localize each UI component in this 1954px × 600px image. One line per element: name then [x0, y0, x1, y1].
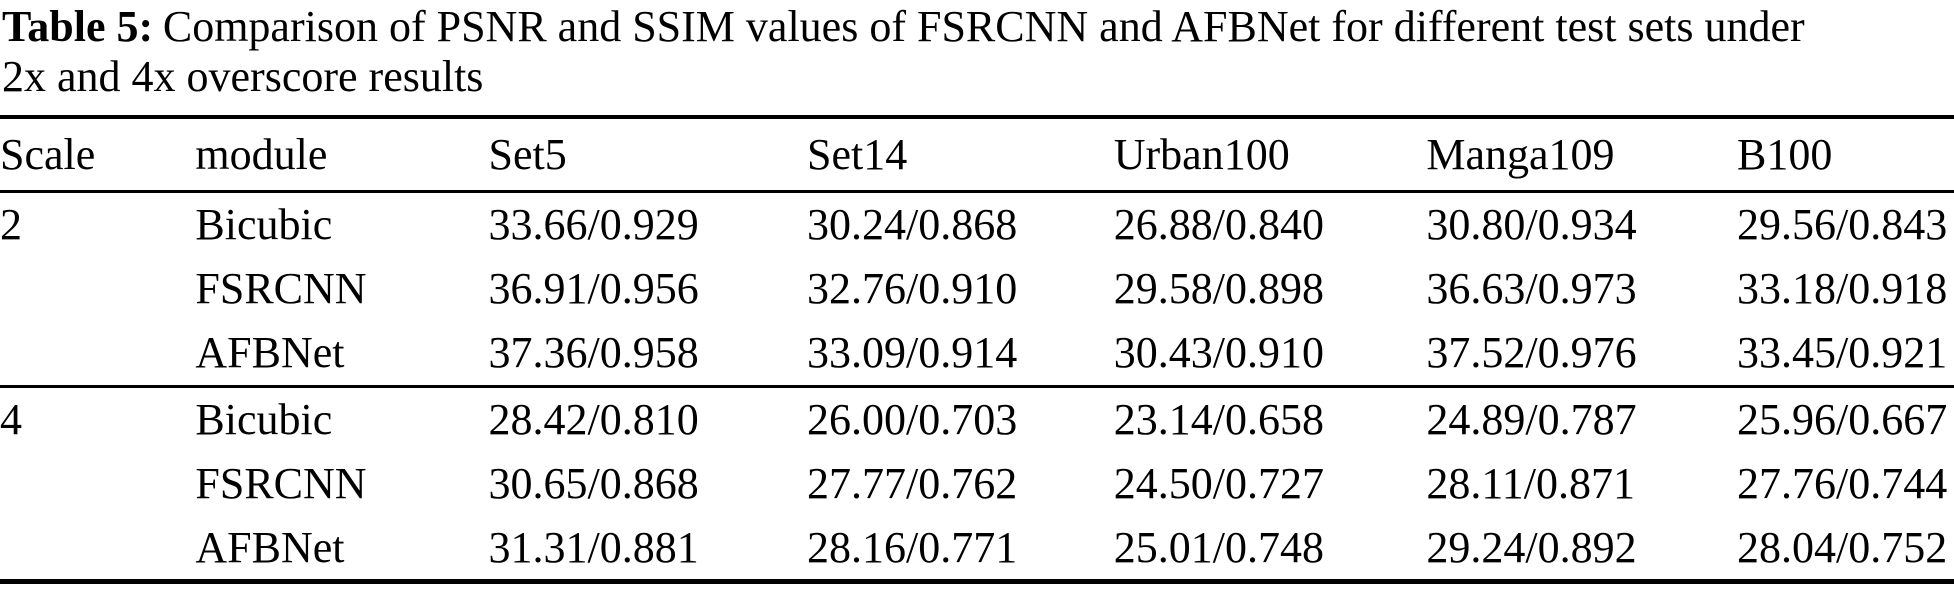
- value-cell: 37.52/0.976: [1426, 328, 1637, 378]
- value-cell: 27.76/0.744: [1737, 459, 1948, 508]
- table-row: 2 Bicubic 33.66/0.929 30.24/0.868 26.88/…: [0, 191, 1954, 256]
- table-caption-text-line2: 2x and 4x overscore results: [2, 52, 484, 101]
- scale-cell: 4: [0, 394, 22, 444]
- module-cell: AFBNet: [195, 328, 345, 378]
- value-cell: 26.00/0.703: [806, 394, 1018, 444]
- value-cell: 33.45/0.921: [1737, 328, 1948, 378]
- table-row: 4 Bicubic 28.42/0.810 26.00/0.703 23.14/…: [0, 386, 1954, 451]
- value-cell: 29.24/0.892: [1426, 522, 1637, 572]
- value-cell: 33.66/0.929: [488, 199, 699, 249]
- module-cell: FSRCNN: [195, 459, 367, 508]
- value-cell: 25.01/0.748: [1113, 522, 1324, 572]
- value-cell: 33.09/0.914: [806, 328, 1018, 378]
- table-caption-text-line1: Comparison of PSNR and SSIM values of FS…: [162, 2, 1805, 51]
- scale-cell: [0, 451, 195, 516]
- value-cell: 23.14/0.658: [1113, 394, 1324, 444]
- value-cell: 27.77/0.762: [806, 459, 1018, 508]
- col-header-manga109: Manga109: [1426, 117, 1738, 193]
- value-cell: 29.58/0.898: [1113, 264, 1324, 313]
- module-cell: Bicubic: [195, 199, 333, 249]
- table-caption-label: Table 5:: [2, 2, 154, 51]
- scale-2-group: 2 Bicubic 33.66/0.929 30.24/0.868 26.88/…: [0, 191, 1954, 386]
- table-row: AFBNet 37.36/0.958 33.09/0.914 30.43/0.9…: [0, 321, 1954, 386]
- value-cell: 30.43/0.910: [1113, 328, 1324, 378]
- scale-cell: [0, 256, 195, 321]
- value-cell: 28.11/0.871: [1426, 459, 1635, 508]
- scale-cell: 2: [0, 199, 22, 249]
- col-header-urban100: Urban100: [1113, 117, 1427, 193]
- table-row: AFBNet 31.31/0.881 28.16/0.771 25.01/0.7…: [0, 516, 1954, 581]
- col-header-set5: Set5: [488, 117, 807, 193]
- value-cell: 33.18/0.918: [1737, 264, 1948, 313]
- value-cell: 32.76/0.910: [806, 264, 1018, 313]
- table-caption: Table 5: Comparison of PSNR and SSIM valu…: [0, 2, 1954, 102]
- table-row: FSRCNN 30.65/0.868 27.77/0.762 24.50/0.7…: [0, 451, 1954, 516]
- value-cell: 26.88/0.840: [1113, 199, 1324, 249]
- value-cell: 30.65/0.868: [488, 459, 699, 508]
- scale-cell: [0, 321, 195, 386]
- value-cell: 24.50/0.727: [1113, 459, 1324, 508]
- results-table: Scale module Set5 Set14 Urban100 Manga10…: [0, 115, 1954, 584]
- col-header-scale: Scale: [0, 117, 196, 193]
- col-header-b100: B100: [1737, 117, 1954, 193]
- table-row: FSRCNN 36.91/0.956 32.76/0.910 29.58/0.8…: [0, 256, 1954, 321]
- value-cell: 25.96/0.667: [1737, 394, 1948, 444]
- value-cell: 28.16/0.771: [806, 522, 1018, 572]
- value-cell: 28.42/0.810: [488, 394, 699, 444]
- value-cell: 37.36/0.958: [488, 328, 699, 378]
- value-cell: 36.63/0.973: [1426, 264, 1637, 313]
- table-header: Scale module Set5 Set14 Urban100 Manga10…: [0, 117, 1954, 193]
- col-header-module: module: [195, 117, 489, 193]
- module-cell: FSRCNN: [195, 264, 367, 313]
- value-cell: 24.89/0.787: [1426, 394, 1637, 444]
- scale-4-group: 4 Bicubic 28.42/0.810 26.00/0.703 23.14/…: [0, 386, 1954, 581]
- module-cell: Bicubic: [195, 394, 333, 444]
- value-cell: 36.91/0.956: [488, 264, 699, 313]
- value-cell: 30.24/0.868: [806, 199, 1018, 249]
- scale-cell: [0, 516, 195, 581]
- col-header-set14: Set14: [806, 117, 1114, 193]
- value-cell: 28.04/0.752: [1737, 522, 1948, 572]
- value-cell: 30.80/0.934: [1426, 199, 1637, 249]
- value-cell: 29.56/0.843: [1737, 199, 1948, 249]
- value-cell: 31.31/0.881: [488, 522, 699, 572]
- module-cell: AFBNet: [195, 522, 345, 572]
- header-row: Scale module Set5 Set14 Urban100 Manga10…: [0, 117, 1954, 193]
